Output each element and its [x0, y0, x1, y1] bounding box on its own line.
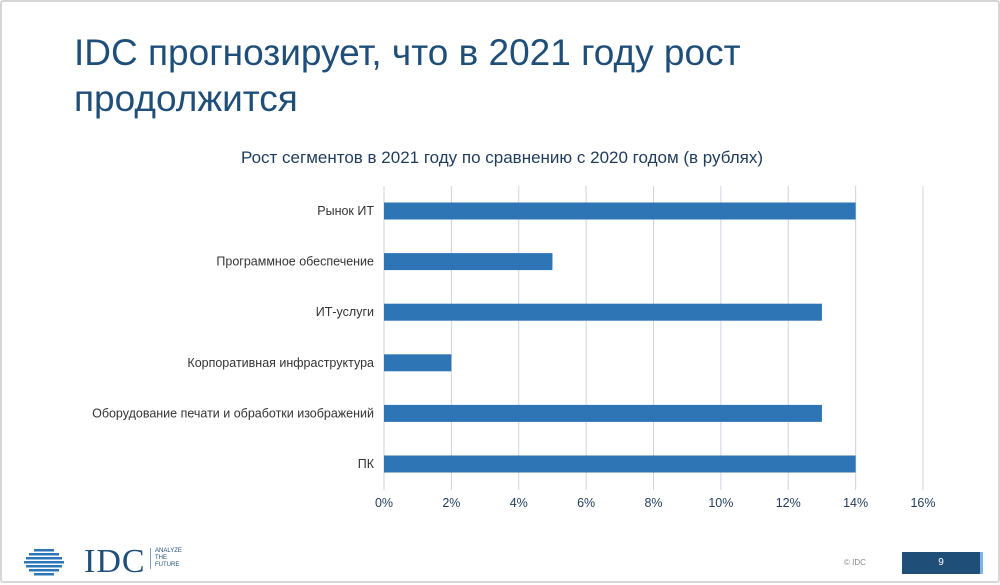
category-label: Программное обеспечение — [216, 255, 374, 269]
tick-label: 12% — [776, 496, 801, 510]
slide-title: IDC прогнозирует, что в 2021 году рост п… — [74, 32, 741, 119]
tick-label: 6% — [577, 496, 595, 510]
tick-label: 16% — [910, 496, 935, 510]
bar — [384, 404, 822, 422]
tick-label: 14% — [843, 496, 868, 510]
idc-logo: IDC ANALYZE THE FUTURE — [24, 543, 194, 580]
logo-wordmark: IDC — [84, 543, 146, 580]
tick-label: 0% — [375, 496, 393, 510]
bar — [384, 303, 822, 321]
category-label: Корпоративная инфраструктура — [187, 356, 374, 370]
page-number: 9 — [902, 552, 980, 574]
page-number-accent — [980, 552, 983, 574]
tick-label: 2% — [442, 496, 460, 510]
category-label: Рынок ИТ — [317, 204, 374, 218]
category-label: ИТ-услуги — [316, 305, 374, 319]
tagline-line: ANALYZE — [155, 548, 182, 554]
tick-label: 8% — [644, 496, 662, 510]
bar — [384, 202, 856, 220]
tick-label: 4% — [510, 496, 528, 510]
chart-title: Рост сегментов в 2021 году по сравнению … — [240, 148, 763, 167]
tagline-line: FUTURE — [155, 562, 180, 568]
tagline-line: THE — [155, 555, 167, 561]
globe-icon — [24, 549, 64, 576]
bar — [384, 354, 452, 372]
category-label: ПК — [358, 457, 375, 471]
category-label: Оборудование печати и обработки изображе… — [92, 406, 374, 420]
bar — [384, 455, 856, 473]
tick-label: 10% — [708, 496, 733, 510]
logo-tagline: ANALYZE THE FUTURE — [150, 548, 182, 569]
bar — [384, 253, 553, 271]
copyright: © IDC — [844, 558, 866, 567]
